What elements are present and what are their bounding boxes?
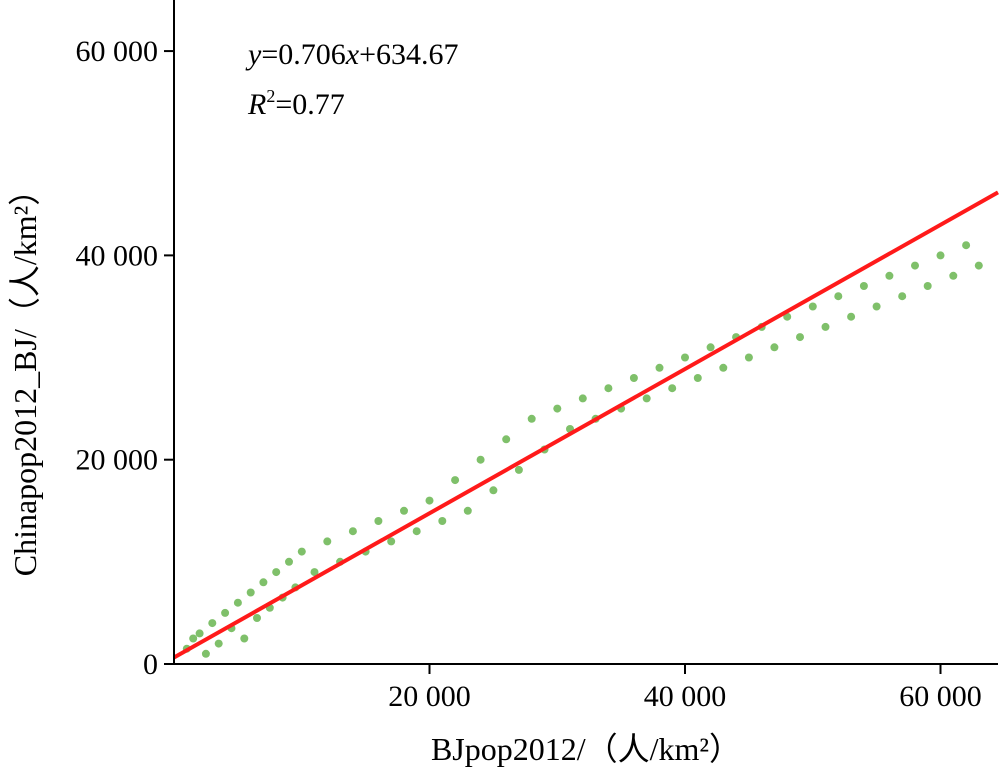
data-point [259, 578, 268, 587]
data-point [706, 343, 715, 352]
data-point [323, 537, 332, 546]
data-point [285, 557, 293, 566]
y-tick-label: 20 000 [76, 444, 159, 477]
data-point [253, 614, 261, 622]
data-point [412, 527, 421, 536]
data-point [214, 639, 223, 648]
data-point [859, 282, 868, 290]
data-point [923, 282, 932, 290]
data-point [911, 261, 919, 270]
data-point [438, 517, 447, 525]
data-point [629, 374, 638, 382]
data-point [770, 343, 779, 352]
data-point [719, 363, 728, 372]
data-point [374, 517, 383, 525]
data-point [246, 588, 255, 597]
data-point [489, 486, 498, 495]
data-point [808, 302, 817, 311]
data-point [796, 333, 804, 342]
data-point [668, 384, 677, 393]
data-point [514, 465, 523, 474]
data-point [233, 598, 242, 607]
data-point [297, 547, 306, 556]
data-point [949, 271, 958, 280]
data-point [400, 506, 408, 515]
points-layer [182, 241, 983, 658]
y-axis-title: Chinapop2012_BJ/（人/km²） [7, 174, 43, 577]
data-point [189, 634, 198, 643]
data-point [681, 353, 689, 362]
data-point [834, 292, 843, 301]
y-tick-label: 60 000 [76, 35, 159, 68]
x-axis-title: BJpop2012/（人/km²） [431, 731, 741, 767]
x-tick-label: 20 000 [388, 680, 471, 713]
y-ticks: 0 20 000 40 000 60 000 [76, 35, 174, 681]
regression-line [173, 190, 999, 660]
data-point [310, 568, 319, 577]
data-point [847, 312, 856, 321]
data-point [693, 374, 702, 382]
data-point [201, 649, 210, 658]
r2-text: R2=0.77 [247, 86, 345, 121]
data-point [463, 506, 472, 515]
x-tick-label: 40 000 [644, 680, 727, 713]
x-tick-label: 60 000 [899, 680, 982, 713]
data-point [898, 292, 907, 301]
data-point [578, 394, 587, 403]
data-point [642, 394, 651, 403]
data-point [195, 629, 204, 638]
data-point [655, 363, 664, 372]
data-point [272, 568, 281, 577]
data-point [604, 384, 613, 393]
data-point [451, 476, 460, 485]
data-point [240, 634, 249, 643]
data-point [885, 271, 894, 280]
data-point [502, 435, 511, 444]
data-point [348, 527, 357, 536]
data-point [821, 322, 830, 331]
data-point [221, 608, 230, 617]
y-tick-label: 40 000 [76, 239, 159, 272]
data-point [962, 241, 971, 250]
data-point [425, 496, 434, 505]
x-ticks: 20 000 40 000 60 000 [388, 664, 982, 713]
data-point [527, 414, 536, 423]
data-point [553, 404, 562, 413]
data-point [872, 302, 881, 311]
data-point [744, 353, 753, 362]
plot-frame [173, 0, 998, 665]
equation-text: y=0.706x+634.67 [245, 38, 459, 71]
y-tick-label: 0 [143, 648, 158, 681]
data-point [476, 455, 485, 464]
data-point [936, 251, 945, 260]
data-point [974, 261, 983, 270]
data-point [387, 537, 396, 546]
data-point [208, 619, 217, 628]
